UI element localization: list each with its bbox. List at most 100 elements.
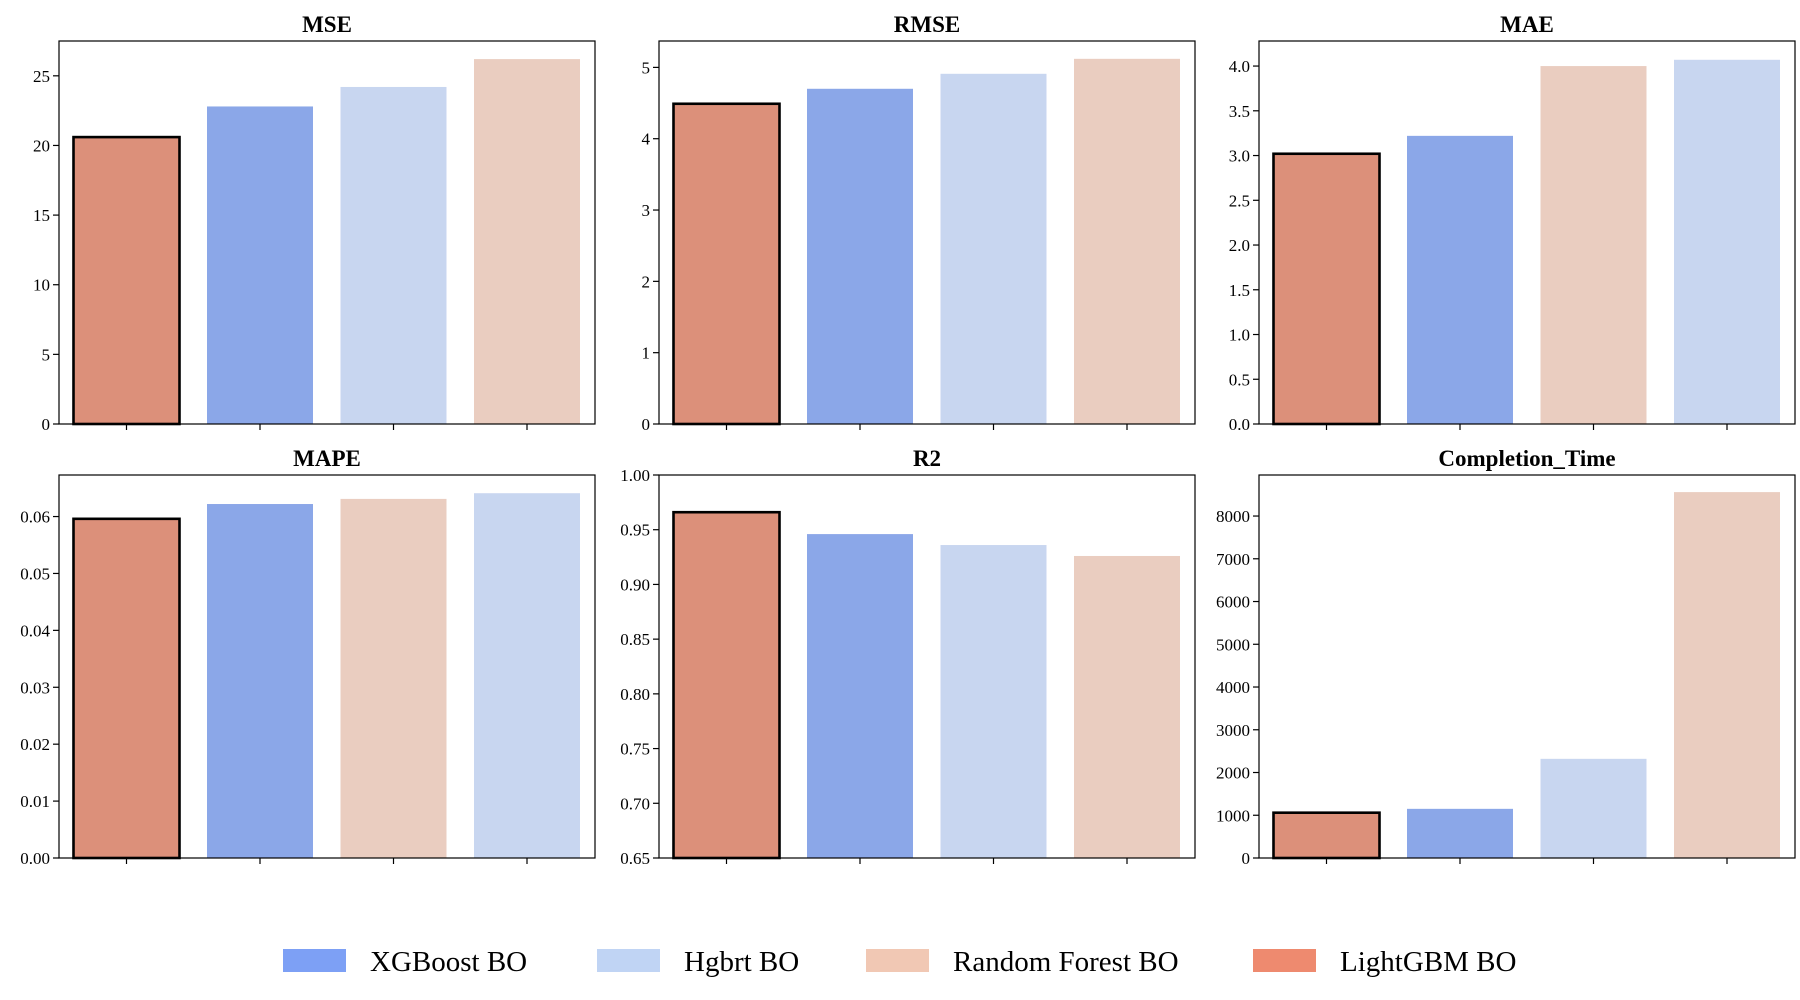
mape-ytick-label: 0.06 — [20, 508, 50, 527]
mae-ytick-label: 2.0 — [1229, 236, 1250, 255]
legend-label: LightGBM BO — [1340, 946, 1516, 978]
mape-axes-frame — [58, 474, 596, 859]
completion-time-bar-random-forest-bo — [1674, 492, 1780, 858]
rmse-ytick-label: 5 — [642, 58, 651, 77]
mape-bar-hgbrt-bo — [474, 493, 580, 858]
legend-swatch — [866, 949, 929, 972]
legend-item-hgbrt-bo: Hgbrt BO — [597, 946, 799, 978]
r2-ytick-label: 0.95 — [620, 521, 650, 540]
r2-title: R2 — [913, 446, 941, 471]
legend-label: XGBoost BO — [370, 946, 527, 978]
legend-swatch — [283, 949, 346, 972]
rmse-axes-frame — [658, 40, 1196, 425]
legend-item-lightgbm-bo: LightGBM BO — [1253, 946, 1516, 978]
mae-ytick-label: 2.5 — [1229, 191, 1250, 210]
mape-bar-random-forest-bo — [340, 498, 447, 858]
rmse-bar-xgboost-bo — [807, 88, 913, 424]
legend-swatch — [597, 949, 660, 972]
subplot-completion-time: 0 1000 2000 3000 4000 5000 6000 7000 8000 Complet… — [1216, 446, 1796, 868]
completion-time-ytick-label: 4000 — [1216, 678, 1250, 697]
mae-bar-random-forest-bo — [1540, 66, 1647, 424]
mae-bar-lightgbm-bo — [1272, 152, 1381, 426]
completion-time-ytick-label: 5000 — [1216, 635, 1250, 654]
subplot-grid: 0 5 10 15 20 25 MSE 0 1 2 3 4 5 RMSE 0.0 0.5 1.0 1.5 2.0 2.… — [20, 12, 1796, 868]
mse-bar-lightgbm-bo — [72, 135, 181, 426]
mape-ytick-label: 0.00 — [20, 849, 50, 868]
rmse-ytick-label: 4 — [642, 130, 651, 149]
mae-bar-xgboost-bo — [1407, 135, 1513, 424]
mae-bar-hgbrt-bo — [1674, 59, 1780, 425]
mape-bar-lightgbm-bo — [72, 517, 181, 860]
mse-bar-random-forest-bo — [474, 59, 580, 424]
legend-item-xgboost-bo: XGBoost BO — [283, 946, 527, 978]
rmse-bar-random-forest-bo — [1074, 58, 1180, 425]
r2-bar-xgboost-bo — [807, 534, 913, 858]
mape-ytick-label: 0.03 — [20, 678, 50, 697]
r2-bar-hgbrt-bo — [940, 545, 1047, 858]
mae-ytick-label: 1.5 — [1229, 281, 1250, 300]
r2-ytick-label: 0.75 — [620, 740, 650, 759]
rmse-ytick-label: 0 — [642, 415, 651, 434]
legend: XGBoost BO Hgbrt BO Random Forest BO LightG… — [283, 946, 1516, 978]
r2-ytick-label: 1.00 — [620, 466, 650, 485]
legend-label: Random Forest BO — [953, 946, 1179, 978]
legend-swatch — [1253, 949, 1316, 972]
completion-time-ytick-label: 2000 — [1216, 764, 1250, 783]
mse-title: MSE — [302, 12, 352, 37]
mse-ytick-label: 15 — [33, 206, 50, 225]
subplot-mse: 0 5 10 15 20 25 MSE — [33, 12, 596, 434]
mape-title: MAPE — [293, 446, 361, 471]
mae-ytick-label: 3.0 — [1229, 147, 1250, 166]
rmse-title: RMSE — [894, 12, 960, 37]
completion-time-axes-frame — [1258, 474, 1796, 859]
mse-ytick-label: 0 — [42, 415, 51, 434]
rmse-ytick-label: 3 — [642, 201, 651, 220]
completion-time-ytick-label: 8000 — [1216, 507, 1250, 526]
mae-ytick-label: 4.0 — [1229, 57, 1250, 76]
r2-ytick-label: 0.65 — [620, 849, 650, 868]
completion-time-title: Completion_Time — [1438, 446, 1615, 471]
completion-time-ytick-label: 6000 — [1216, 593, 1250, 612]
completion-time-bar-lightgbm-bo — [1272, 811, 1381, 860]
rmse-ytick-label: 1 — [642, 344, 651, 363]
mse-ytick-label: 20 — [33, 136, 50, 155]
mse-bar-hgbrt-bo — [340, 86, 447, 425]
mape-ytick-label: 0.01 — [20, 792, 50, 811]
r2-axes-frame — [658, 474, 1196, 859]
completion-time-bar-hgbrt-bo — [1540, 758, 1647, 858]
mape-bar-xgboost-bo — [207, 504, 313, 858]
subplot-r2: 0.65 0.70 0.75 0.80 0.85 0.90 0.95 1.00 R2 — [620, 446, 1196, 868]
completion-time-ytick-label: 7000 — [1216, 550, 1250, 569]
completion-time-ytick-label: 3000 — [1216, 721, 1250, 740]
r2-ytick-label: 0.70 — [620, 794, 650, 813]
mse-ytick-label: 25 — [33, 67, 50, 86]
legend-label: Hgbrt BO — [684, 946, 799, 978]
rmse-bar-lightgbm-bo — [672, 102, 781, 426]
completion-time-ytick-label: 1000 — [1216, 806, 1250, 825]
legend-item-random-forest-bo: Random Forest BO — [866, 946, 1179, 978]
completion-time-bar-xgboost-bo — [1407, 808, 1513, 858]
mape-ytick-label: 0.02 — [20, 735, 50, 754]
r2-ytick-label: 0.85 — [620, 630, 650, 649]
completion-time-ytick-label: 0 — [1242, 849, 1251, 868]
mse-axes-frame — [58, 40, 596, 425]
r2-ytick-label: 0.80 — [620, 685, 650, 704]
rmse-ytick-label: 2 — [642, 272, 651, 291]
mape-ytick-label: 0.04 — [20, 621, 50, 640]
rmse-bar-hgbrt-bo — [940, 73, 1047, 424]
mse-ytick-label: 5 — [42, 345, 51, 364]
subplot-mae: 0.0 0.5 1.0 1.5 2.0 2.5 3.0 3.5 4.0 MAE — [1229, 12, 1796, 434]
r2-bar-random-forest-bo — [1074, 555, 1180, 858]
r2-bar-lightgbm-bo — [672, 510, 781, 860]
mae-ytick-label: 0.0 — [1229, 415, 1250, 434]
r2-ytick-label: 0.90 — [620, 575, 650, 594]
mae-ytick-label: 0.5 — [1229, 370, 1250, 389]
mae-title: MAE — [1500, 12, 1554, 37]
mse-bar-xgboost-bo — [207, 106, 313, 424]
mape-ytick-label: 0.05 — [20, 564, 50, 583]
mae-ytick-label: 3.5 — [1229, 102, 1250, 121]
mae-ytick-label: 1.0 — [1229, 326, 1250, 345]
subplot-mape: 0.00 0.01 0.02 0.03 0.04 0.05 0.06 MAPE — [20, 446, 596, 868]
mae-axes-frame — [1258, 40, 1796, 425]
